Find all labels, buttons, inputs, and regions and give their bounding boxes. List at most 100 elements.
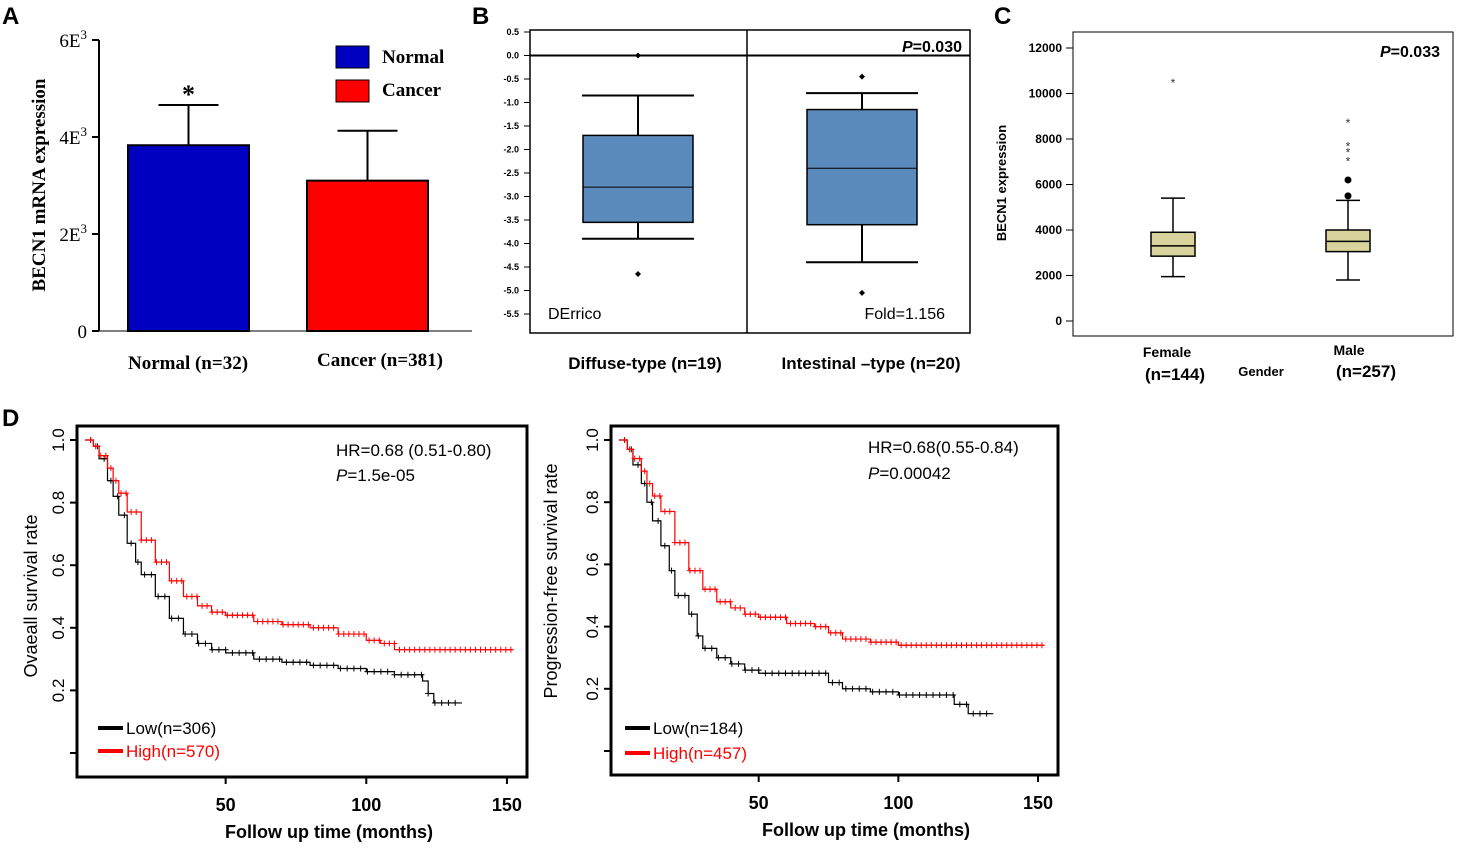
d1-censor-mark [239,612,246,619]
d1-censor-mark [391,671,398,678]
c-category-female: Female [1143,344,1191,360]
b-boxes [582,52,918,296]
d1-censor-mark [300,621,307,628]
d1-censor-mark [303,659,310,666]
d2-censor-mark [968,642,975,649]
d2-censor-mark [822,670,829,677]
d2-censor-mark [1008,642,1015,649]
d2-censor-mark [742,667,749,674]
d1-censor-mark [376,637,383,644]
d1-censor-mark [209,646,216,653]
d1-censor-mark [155,593,162,600]
d2-censor-mark [807,620,814,627]
d1-plot: 50 100 150 0.2 0.4 0.6 0.8 1.0 Ovaeall survival… [21,424,529,842]
d2-censor-mark [775,670,782,677]
c-y-axis-label: BECN1 expression [994,125,1009,241]
d1-censor-mark [330,662,337,669]
b-plot-frame [529,29,971,334]
c-extreme-outlier: * [1346,140,1351,154]
d1-censor-mark [193,593,200,600]
c-y-tick-label: 2000 [1035,269,1062,283]
d2-y-tick-label: 0.4 [583,615,602,639]
d1-censor-mark [242,649,249,656]
d2-censor-mark [883,688,890,695]
c-boxes: ***** [1150,76,1371,281]
d1-y-tick-label: 0.4 [49,616,68,640]
d2-x-tick-label: 150 [1023,793,1053,813]
d1-censor-mark [315,624,322,631]
d1-censor-mark [381,640,388,647]
panel-b: B 0.5 0.0 -0.5 -1.0 -1.5 -2.0 -2.5 -3.0 -3.5 -4.0… [472,3,971,373]
d2-censor-mark [963,701,970,708]
d1-censor-mark [263,656,270,663]
d2-censor-mark [958,642,965,649]
d2-censor-mark [769,670,776,677]
d1-censor-mark [138,537,145,544]
b-y-tick-label: -0.5 [503,74,519,84]
d2-censor-mark [757,614,764,621]
d1-censor-mark [340,631,347,638]
c-plot-frame [1072,31,1454,337]
b-box [806,108,918,226]
d2-censor-mark [903,692,910,699]
d2-x-axis-label: Follow up time (months) [762,820,970,840]
d1-censor-mark [421,646,428,653]
b-category-diffuse: Diffuse-type (n=19) [568,354,722,373]
d2-censor-mark [681,539,688,546]
d2-censor-mark [735,660,742,667]
d2-censor-mark [973,642,980,649]
d1-censor-mark [502,646,509,653]
d1-censor-mark [355,631,362,638]
d1-censor-mark [325,624,332,631]
d1-censor-mark [310,624,317,631]
c-y-tick-label: 10000 [1029,87,1063,101]
d1-censor-mark [183,593,190,600]
d2-plot-frame [609,424,1060,777]
d2-censor-mark [688,611,695,618]
a-legend-swatch-cancer [335,79,370,103]
b-y-tick-label: 0.5 [506,27,519,37]
a-legend-label-normal: Normal [382,47,444,68]
d1-censor-mark [371,668,378,675]
d2-censor-mark [648,499,655,506]
c-count-male: (n=257) [1336,362,1396,381]
d1-x-tick-label: 100 [351,795,381,815]
d2-hr-label: HR=0.68(0.55-0.84) [868,438,1019,457]
d1-censor-mark [204,602,211,609]
d2-censor-mark [651,492,658,499]
c-extreme-outlier: * [1346,154,1351,168]
d2-censor-mark [777,614,784,621]
d1-censor-mark [323,662,330,669]
c-extreme-outlier: * [1171,76,1176,90]
d1-censor-mark [276,656,283,663]
d1-censor-mark [128,540,135,547]
a-bars [127,103,429,332]
d1-censor-mark [229,649,236,656]
d1-censor-mark [411,671,418,678]
c-outlier [1344,192,1352,200]
d1-censor-mark [442,646,449,653]
d2-censor-mark [634,461,641,468]
b-y-tick-label: -4.5 [503,262,519,272]
d2-censor-mark [827,629,834,636]
a-y-tick-label: 2E3 [59,221,87,246]
d1-censor-mark [195,640,202,647]
d2-censor-mark [772,614,779,621]
d1-censor-mark [344,665,351,672]
d1-y-tick-label: 0.6 [49,553,68,577]
c-p-value: P=0.033 [1380,44,1440,61]
d1-censor-mark [107,465,114,472]
c-category-male: Male [1333,342,1364,358]
d1-p-value: P=1.5e-05 [336,466,415,485]
d2-censor-mark [748,667,755,674]
b-y-tick-label: 0.0 [506,51,519,61]
d2-censor-mark [816,670,823,677]
d1-censor-mark [452,646,459,653]
d1-censor-mark [296,659,303,666]
d2-censor-mark [767,614,774,621]
d1-plot-frame [75,424,529,779]
d1-censor-mark [445,699,452,706]
b-category-intestinal: Intestinal –type (n=20) [781,354,960,373]
d2-censor-mark [983,642,990,649]
d2-censor-mark [712,586,719,593]
